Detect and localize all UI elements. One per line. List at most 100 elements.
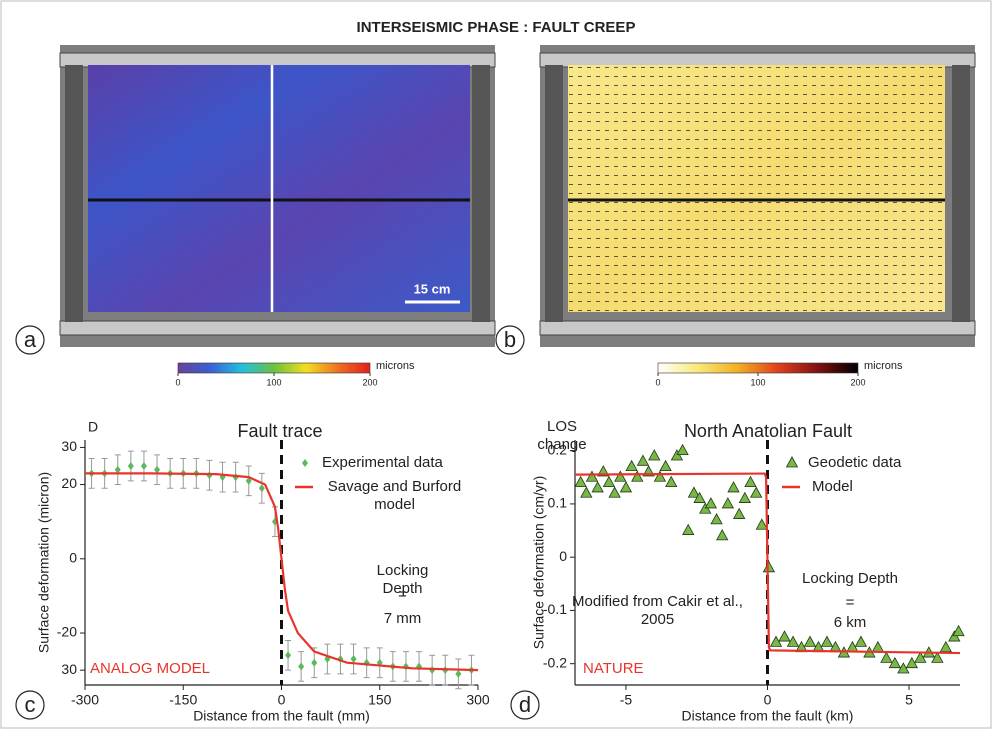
legend-label: Savage and Burford model: [327, 478, 462, 513]
figure-title: INTERSEISMIC PHASE : FAULT CREEP: [357, 19, 636, 36]
annotation: 7 mm: [383, 610, 422, 627]
data-point: [721, 497, 735, 509]
y-tick-label: 30: [61, 661, 77, 677]
panel-label: b: [504, 327, 516, 352]
data-point: [749, 486, 763, 498]
annotation: =: [398, 586, 407, 603]
colorbar-tick-label: 0: [175, 377, 180, 387]
data-point: [727, 481, 740, 493]
data-point: [704, 497, 718, 509]
x-axis-label: Distance from the fault (mm): [193, 708, 370, 724]
data-point: [786, 635, 800, 647]
y-axis-label: Surface deformation (micron): [36, 472, 52, 653]
colorbar-tick-label: 0: [655, 377, 660, 387]
data-point: [738, 491, 752, 503]
data-point: [591, 481, 604, 493]
data-point: [154, 465, 161, 474]
data-point: [127, 461, 134, 470]
data-point: [659, 459, 672, 472]
data-point: [350, 655, 357, 664]
panel-label-circle: [510, 690, 540, 720]
colorbar-tick-label: 200: [362, 377, 377, 387]
data-point: [820, 635, 834, 647]
colorbar-tick-label: 200: [850, 377, 865, 387]
data-point: [755, 518, 769, 530]
x-tick-label: 0: [764, 692, 772, 708]
data-point: [614, 470, 627, 482]
data-point: [676, 443, 689, 456]
data-point: [585, 470, 599, 482]
x-tick-label: 0: [278, 692, 286, 708]
data-point: [778, 630, 791, 642]
data-point: [733, 507, 746, 519]
x-tick-label: 300: [466, 692, 490, 708]
data-point: [574, 475, 587, 488]
data-point: [631, 470, 644, 482]
x-tick-label: 150: [368, 692, 392, 708]
photo-rail: [539, 52, 976, 68]
data-point: [311, 658, 318, 667]
y-tick-label: -0.2: [543, 654, 567, 670]
data-point: [693, 491, 706, 503]
data-point: [939, 640, 953, 653]
data-point: [580, 486, 593, 498]
y-tick-label: 0: [69, 549, 77, 565]
panel-label-circle: [495, 325, 525, 355]
colorbar: [177, 362, 371, 374]
annotation: LOS change: [537, 418, 587, 453]
data-point: [455, 669, 462, 678]
data-point: [636, 454, 650, 466]
photo-field: [88, 65, 470, 312]
annotation: Locking Depth: [802, 570, 898, 587]
data-point: [625, 459, 638, 472]
data-point: [803, 635, 817, 647]
legend-label: Experimental data: [322, 454, 443, 471]
data-point: [880, 651, 893, 663]
panel-label-circle: [15, 325, 45, 355]
data-point: [854, 635, 868, 647]
panel-label: c: [25, 692, 36, 717]
corner-label: D: [88, 419, 98, 435]
data-point: [402, 662, 409, 671]
colorbar-label: microns: [864, 360, 903, 372]
annotation: =: [845, 594, 855, 611]
data-point: [871, 640, 885, 653]
photo-rail: [59, 52, 496, 68]
data-point: [762, 560, 776, 573]
data-point: [602, 475, 616, 488]
colorbar-label: microns: [376, 360, 415, 372]
y-tick-label: 20: [61, 475, 77, 491]
x-axis-label: Distance from the fault (km): [682, 708, 854, 724]
data-point: [952, 624, 965, 637]
data-point: [716, 529, 729, 541]
panel-label-circle: [15, 690, 45, 720]
x-tick-label: -150: [169, 692, 197, 708]
photo-rail: [59, 320, 496, 336]
data-point: [429, 666, 436, 675]
y-tick-label: 0.2: [548, 441, 568, 457]
annotation: Modified from Cakir et al., 2005: [572, 593, 743, 628]
chart-title: Fault trace: [237, 421, 322, 441]
colorbar-tick-label: 100: [266, 377, 281, 387]
model-line: [574, 472, 961, 655]
photo-side: [472, 65, 490, 322]
y-tick-label: 0: [559, 548, 567, 564]
data-point: [710, 513, 723, 525]
photo-rail: [539, 320, 976, 336]
photo-side: [65, 65, 83, 322]
x-tick-label: -5: [620, 692, 633, 708]
data-point: [665, 475, 678, 488]
data-point: [206, 471, 213, 480]
data-point: [619, 481, 633, 493]
legend-swatch: [785, 456, 799, 468]
data-point: [285, 651, 292, 660]
scale-bar-label: 15 cm: [414, 281, 451, 296]
annotation: Locking Depth: [376, 562, 429, 597]
displacement-arrows: [568, 65, 945, 312]
x-tick-label: 5: [905, 692, 913, 708]
x-tick-label: -300: [71, 692, 99, 708]
chart-title: North Anatolian Fault: [684, 421, 852, 441]
